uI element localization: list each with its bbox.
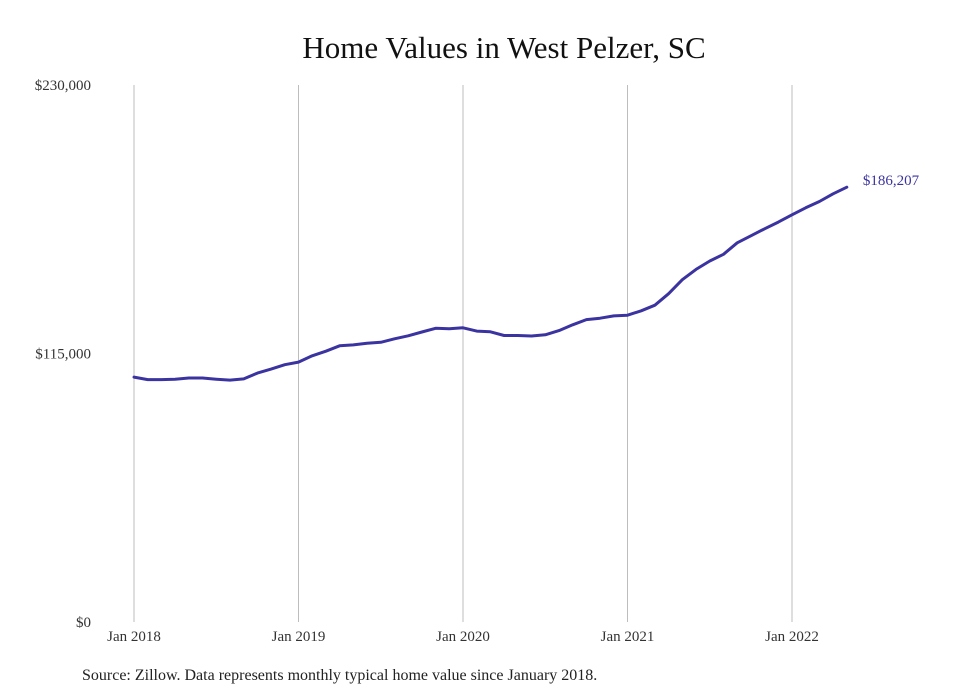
y-tick-label: $230,000 bbox=[35, 78, 91, 94]
x-axis-ticks: Jan 2018 Jan 2019 Jan 2020 Jan 2021 Jan 2022 bbox=[107, 629, 819, 645]
y-tick-label: $115,000 bbox=[35, 347, 91, 363]
series-line-0 bbox=[132, 185, 849, 382]
x-tick-label: Jan 2019 bbox=[272, 629, 326, 645]
source-note: Source: Zillow. Data represents monthly … bbox=[82, 667, 598, 684]
series-layer: $186,207 bbox=[132, 173, 920, 382]
y-axis-ticks: $0 $115,000 $230,000 bbox=[35, 78, 91, 631]
end-value-label: $186,207 bbox=[863, 173, 920, 189]
x-tick-label: Jan 2021 bbox=[601, 629, 655, 645]
x-tick-label: Jan 2022 bbox=[765, 629, 819, 645]
y-tick-label: $0 bbox=[76, 615, 91, 631]
gridlines bbox=[133, 85, 793, 622]
x-tick-label: Jan 2020 bbox=[436, 629, 490, 645]
chart-title: Home Values in West Pelzer, SC bbox=[302, 30, 706, 65]
x-tick-label: Jan 2018 bbox=[107, 629, 161, 645]
